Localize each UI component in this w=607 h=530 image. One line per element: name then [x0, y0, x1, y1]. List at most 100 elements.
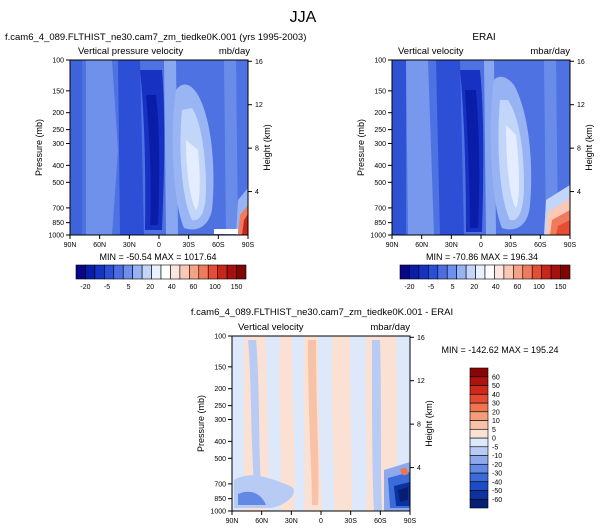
panel-erai-y2tick-label: 4: [577, 189, 581, 196]
panel-difference-contour-field: [231, 335, 411, 512]
panel-model-colorbar-swatch: [179, 264, 190, 280]
panel-difference-colorbar-label: -60: [492, 497, 502, 504]
panel-difference-ytick-label: 1000: [210, 509, 226, 516]
panel-erai-units-label: mbar/day: [530, 46, 570, 57]
panel-erai-y2label: Height (km): [584, 124, 594, 171]
panel-erai-colorbar-label: 60: [513, 284, 521, 291]
panel-erai-ytick-label: 700: [374, 205, 386, 212]
panel-difference-colorbar-label: -5: [492, 444, 498, 451]
panel-erai-ytick-label: 150: [374, 88, 386, 95]
panel-erai-ytick-label: 400: [374, 163, 386, 170]
panel-difference-colorbar-swatch: [469, 367, 489, 378]
panel-model-ytick-label: 850: [52, 220, 64, 227]
panel-difference-colorbar-label: 40: [492, 392, 500, 399]
panel-model-units-label: mb/day: [219, 46, 250, 57]
panel-difference-colorbar-swatch: [469, 446, 489, 456]
panel-difference-colorbar-label: 10: [492, 418, 500, 425]
panel-erai-ytick-label: 300: [374, 141, 386, 148]
panel-erai-xtick-label: 90S: [564, 242, 577, 249]
panel-model-y2label: Height (km): [262, 124, 272, 171]
figure-title: JJA: [290, 9, 317, 26]
panel-difference-y2tick-label: 12: [417, 378, 425, 385]
panel-model-colorbar-label: 60: [189, 284, 197, 291]
panel-difference-title: f.cam6_4_089.FLTHIST_ne30.cam7_zm_tiedke…: [191, 307, 453, 318]
panel-erai-ylabel: Pressure (mb): [356, 119, 366, 176]
panel-model-colorbar-swatch: [170, 264, 181, 280]
panel-erai-colorbar-label: -5: [428, 284, 434, 291]
panel-model-ytick-label: 150: [52, 88, 64, 95]
panel-difference-ytick-label: 150: [214, 364, 226, 371]
panel-difference-colorbar-swatch: [469, 411, 489, 421]
panel-erai-title: ERAI: [472, 32, 495, 43]
panel-erai-xtick-label: 60N: [415, 242, 428, 249]
panel-model-xtick-label: 30S: [182, 242, 195, 249]
panel-model-variable-label: Vertical pressure velocity: [78, 46, 183, 57]
panel-erai-colorbar-swatch: [465, 264, 476, 280]
panel-model-colorbar-swatch: [151, 264, 162, 280]
panel-difference-xtick-label: 30N: [285, 518, 298, 525]
panel-model-colorbar-swatch: [75, 264, 86, 280]
panel-model-y2tick-label: 12: [255, 102, 263, 109]
panel-erai-ytick-label: 250: [374, 127, 386, 134]
panel-erai-ytick-label: 500: [374, 180, 386, 187]
panel-model-ytick-label: 400: [52, 163, 64, 170]
panel-difference-xtick-label: 60S: [374, 518, 387, 525]
panel-erai-stats: MIN = -70.86 MAX = 196.34: [426, 252, 538, 262]
panel-model-colorbar-swatch: [236, 264, 247, 280]
panel-model-colorbar-swatch: [85, 264, 96, 280]
panel-difference-xtick-label: 90N: [226, 518, 239, 525]
panel-model-colorbar-swatch: [226, 264, 237, 280]
panel-difference-ytick-label: 500: [214, 456, 226, 463]
panel-difference-colorbar-label: 5: [492, 427, 496, 434]
panel-model-colorbar-label: 5: [127, 284, 131, 291]
panel-model-ytick-label: 200: [52, 110, 64, 117]
panel-erai-variable-label: Vertical velocity: [398, 46, 464, 57]
panel-model-colorbar-swatch: [132, 264, 143, 280]
panel-model-colorbar-swatch: [141, 264, 152, 280]
panel-model-xtick-label: 60N: [93, 242, 106, 249]
panel-difference-colorbar-label: 50: [492, 383, 500, 390]
panel-erai-ytick-label: 100: [374, 58, 386, 65]
panel-model-contour-field: [69, 59, 249, 236]
panel-model-colorbar-label: 40: [168, 284, 176, 291]
panel-model-xtick-label: 90S: [242, 242, 255, 249]
panel-erai-colorbar-swatch: [456, 264, 467, 280]
panel-erai-contour-field: [391, 59, 571, 236]
panel-difference-colorbar-label: -50: [492, 488, 502, 495]
panel-erai-xtick-label: 30S: [504, 242, 517, 249]
panel-difference-ytick-label: 100: [214, 334, 226, 341]
panel-difference-y2tick-label: 4: [417, 465, 421, 472]
panel-erai-colorbar-swatch: [531, 264, 542, 280]
panel-erai-colorbar-swatch: [409, 264, 420, 280]
panel-difference-y2tick-label: 16: [417, 335, 425, 342]
panel-difference-colorbar-label: 30: [492, 401, 500, 408]
panel-erai-colorbar-swatch: [484, 264, 495, 280]
panel-difference-colorbar-swatch: [469, 472, 489, 483]
panel-model-colorbar-label: -5: [104, 284, 110, 291]
panel-model-colorbar-label: 150: [231, 284, 243, 291]
panel-model-ytick-label: 300: [52, 141, 64, 148]
panel-difference-ytick-label: 200: [214, 386, 226, 393]
panel-erai-colorbar-swatch: [503, 264, 514, 280]
panel-difference-stats: MIN = -142.62 MAX = 195.24: [441, 345, 558, 355]
panel-erai-xtick-label: 0: [479, 242, 483, 249]
panel-model-xtick-label: 0: [157, 242, 161, 249]
panel-erai-xtick-label: 30N: [445, 242, 458, 249]
panel-erai-colorbar: -20 -5 5 20 40 60 100 150: [399, 264, 571, 291]
panel-erai-colorbar-label: -20: [404, 284, 414, 291]
panel-erai-xtick-label: 60S: [534, 242, 547, 249]
panel-difference-colorbar-swatch: [469, 393, 489, 404]
panel-model-ytick-label: 500: [52, 180, 64, 187]
panel-difference-xtick-label: 0: [319, 518, 323, 525]
panel-erai-colorbar-swatch: [541, 264, 552, 280]
panel-model-colorbar-swatch: [94, 264, 105, 280]
panel-erai-colorbar-swatch: [513, 264, 524, 280]
panel-model-ytick-label: 700: [52, 205, 64, 212]
panel-erai-xtick-label: 90N: [386, 242, 399, 249]
panel-difference-colorbar-swatch: [469, 455, 489, 465]
panel-erai-colorbar-swatch: [446, 264, 457, 280]
panel-difference-colorbar-label: 0: [492, 436, 496, 443]
panel-difference-y2label: Height (km): [424, 400, 434, 447]
